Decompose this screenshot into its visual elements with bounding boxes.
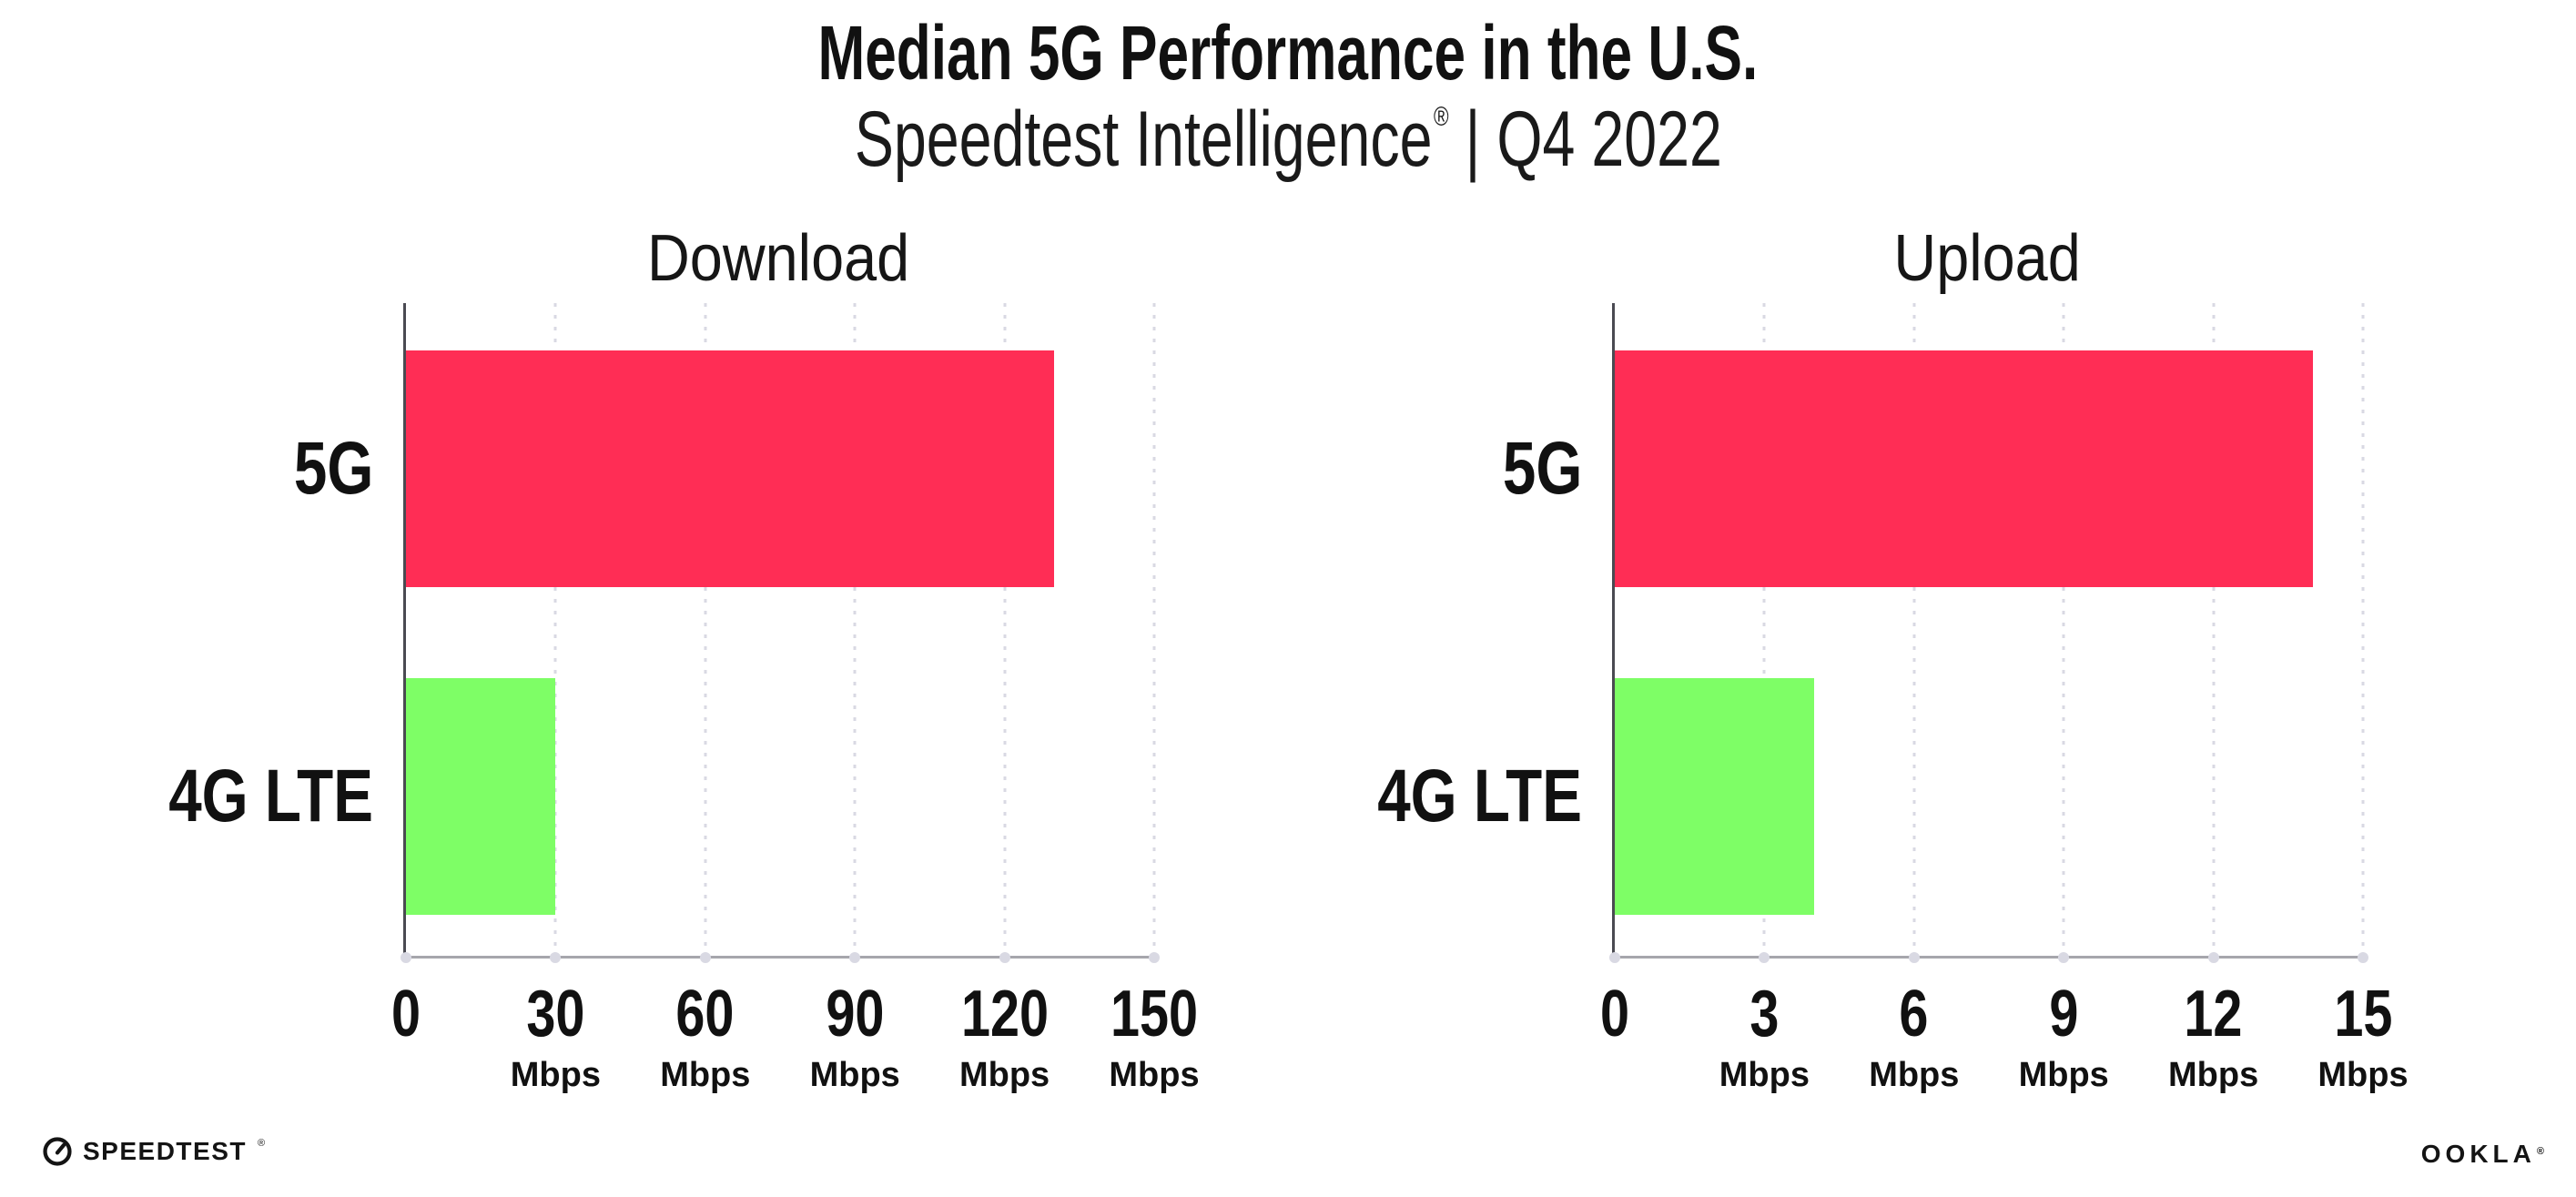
x-tick-value: 30	[526, 978, 585, 1050]
axis-tick-dot-60	[699, 952, 711, 963]
gridline-120	[1003, 303, 1007, 956]
x-tick-label-150: 150 Mbps	[1100, 981, 1209, 1092]
x-tick-value: 15	[2333, 978, 2393, 1050]
axis-tick-dot-9	[2058, 952, 2070, 963]
subtitle-separator: |	[1465, 96, 1481, 183]
registered-trademark-icon: ®	[1433, 102, 1449, 132]
bar-5g	[406, 350, 1055, 587]
x-tick-unit: Mbps	[1719, 1056, 1810, 1094]
category-label-text: 5G	[293, 427, 373, 510]
x-tick-unit: Mbps	[510, 1056, 601, 1094]
x-tick-unit: Mbps	[1109, 1056, 1200, 1094]
axis-tick-dot-0	[1609, 952, 1620, 963]
x-tick-value: 90	[826, 978, 885, 1050]
gridline-60	[704, 303, 707, 956]
x-tick-value: 0	[1599, 978, 1630, 1050]
speedtest-registered-icon: ®	[257, 1138, 266, 1149]
x-tick-value: 60	[675, 978, 735, 1050]
x-tick-value: 3	[1749, 978, 1780, 1050]
axis-tick-dot-30	[550, 952, 562, 963]
axis-tick-dot-120	[999, 952, 1010, 963]
x-tick-unit: Mbps	[809, 1056, 900, 1094]
x-tick-label-0: 0	[1597, 981, 1633, 1047]
axis-tick-dot-150	[1149, 952, 1160, 963]
category-label-4g-lte: 4G LTE	[117, 759, 373, 834]
bar-4g-lte	[406, 678, 556, 915]
x-tick-label-3: 3 Mbps	[1719, 981, 1810, 1092]
gridline-90	[853, 303, 857, 956]
plot-upload: 0 3 Mbps 6 Mbps 9 Mbps 12 Mbps 15 Mbps 5G 4G LTE	[1377, 303, 2409, 1092]
speedtest-gauge-icon	[42, 1136, 73, 1167]
gridline-3	[1762, 303, 1766, 956]
axis-tick-dot-0	[401, 952, 411, 963]
x-tick-label-60: 60 Mbps	[660, 981, 750, 1092]
x-tick-label-120: 120 Mbps	[950, 981, 1060, 1092]
category-label-5g: 5G	[1483, 431, 1582, 506]
speedtest-wordmark: SPEEDTEST	[83, 1137, 247, 1165]
gridline-30	[553, 303, 557, 956]
axis-tick-dot-6	[1908, 952, 1920, 963]
x-tick-unit: Mbps	[2167, 1056, 2259, 1094]
ookla-wordmark: OOKLA	[2420, 1140, 2536, 1168]
subtitle-period: Q4 2022	[1496, 96, 1722, 183]
gridline-6	[1912, 303, 1916, 956]
x-tick-label-9: 9 Mbps	[2019, 981, 2109, 1092]
axis-tick-dot-90	[849, 952, 861, 963]
speedtest-logo: SPEEDTEST ®	[42, 1136, 265, 1167]
x-tick-unit: Mbps	[958, 1056, 1050, 1094]
category-label-5g: 5G	[274, 431, 373, 506]
x-tick-unit: Mbps	[2018, 1056, 2109, 1094]
ookla-registered-icon: ®	[2536, 1146, 2549, 1157]
x-tick-value: 6	[1899, 978, 1929, 1050]
page-title-text: Median 5G Performance in the U.S.	[817, 10, 1759, 96]
bar-5g	[1615, 350, 2314, 587]
x-tick-value: 150	[1110, 978, 1199, 1050]
plot-download: 0 30 Mbps 60 Mbps 90 Mbps 120 Mbps 150 Mbps 5G 4G LT…	[168, 303, 1200, 1092]
axis-tick-dot-15	[2358, 952, 2368, 963]
x-tick-label-30: 30 Mbps	[511, 981, 601, 1092]
subtitle-brand: Speedtest Intelligence	[854, 96, 1433, 183]
x-tick-value: 0	[390, 978, 421, 1050]
x-tick-unit: Mbps	[660, 1056, 751, 1094]
gridline-9	[2062, 303, 2065, 956]
ookla-logo: OOKLA®	[2421, 1141, 2549, 1167]
x-tick-label-15: 15 Mbps	[2317, 981, 2408, 1092]
axis-tick-dot-12	[2207, 952, 2219, 963]
chart-title-download: Download	[403, 226, 1154, 291]
chart-title-upload-text: Upload	[1893, 222, 2082, 295]
gridline-15	[2361, 303, 2365, 956]
gridline-150	[1152, 303, 1156, 956]
x-tick-label-12: 12 Mbps	[2168, 981, 2258, 1092]
chart-title-download-text: Download	[647, 222, 910, 295]
x-tick-label-0: 0	[388, 981, 424, 1047]
x-tick-unit: Mbps	[2317, 1056, 2409, 1094]
axis-tick-dot-3	[1759, 952, 1770, 963]
x-tick-value: 120	[960, 978, 1049, 1050]
category-label-text: 4G LTE	[1377, 755, 1582, 837]
category-label-text: 5G	[1502, 427, 1582, 510]
chart-title-upload: Upload	[1612, 226, 2363, 291]
x-tick-unit: Mbps	[1869, 1056, 1960, 1094]
x-tick-value: 12	[2184, 978, 2243, 1050]
x-tick-value: 9	[2049, 978, 2079, 1050]
gridline-12	[2212, 303, 2216, 956]
category-label-text: 4G LTE	[168, 755, 373, 837]
x-tick-label-6: 6 Mbps	[1869, 981, 1959, 1092]
category-label-4g-lte: 4G LTE	[1326, 759, 1582, 834]
x-tick-label-90: 90 Mbps	[810, 981, 900, 1092]
bar-4g-lte	[1615, 678, 1815, 915]
page-subtitle: Speedtest Intelligence® | Q4 2022	[0, 100, 2576, 178]
page-title: Median 5G Performance in the U.S.	[0, 15, 2576, 91]
